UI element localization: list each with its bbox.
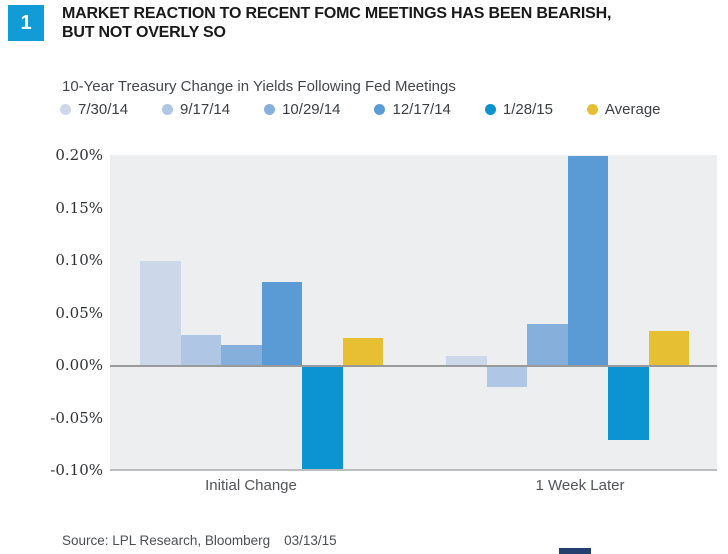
y-tick-label: 0.20% — [55, 146, 103, 164]
legend-label: 10/29/14 — [282, 101, 341, 118]
y-tick-label: 0.10% — [55, 251, 103, 269]
chart-subtitle: 10-Year Treasury Change in Yields Follow… — [62, 78, 456, 95]
legend-item-1-28-15: 1/28/15 — [484, 101, 553, 118]
source-line: Source: LPL Research, Bloomberg 03/13/15 — [62, 533, 337, 548]
legend-item-7-30-14: 7/30/14 — [60, 101, 128, 118]
figure-title-line1: MARKET REACTION TO RECENT FOMC MEETINGS … — [62, 5, 612, 22]
bar-Average-initial-change — [342, 337, 383, 366]
figure-title: MARKET REACTION TO RECENT FOMC MEETINGS … — [62, 4, 611, 42]
y-tick-label: 0.00% — [55, 356, 103, 374]
legend-label: 1/28/15 — [502, 101, 553, 118]
bar-10-29-14-initial-change — [221, 345, 262, 366]
bar-7-30-14-initial-change — [140, 261, 181, 366]
bottom-gridline — [110, 469, 717, 471]
bar-12-17-14-initial-change — [261, 282, 302, 366]
y-tick-label: -0.05% — [50, 408, 103, 427]
source-text: Source: LPL Research, Bloomberg — [62, 533, 271, 548]
bar-1-28-15-1-week-later — [608, 366, 649, 440]
legend-item-10-29-14: 10/29/14 — [264, 101, 340, 118]
source-date: 03/13/15 — [284, 533, 337, 548]
legend-label: 7/30/14 — [78, 101, 129, 118]
figure-title-line2: BUT NOT OVERLY SO — [62, 24, 226, 41]
plot-area — [110, 155, 717, 471]
bar-Average-1-week-later — [648, 331, 689, 366]
bar-12-17-14-1-week-later — [567, 156, 608, 366]
legend-dot-icon — [162, 104, 174, 115]
legend-label: 12/17/14 — [392, 101, 451, 118]
chart-legend: 7/30/14 9/17/14 10/29/14 12/17/14 1/28/15 Ave… — [60, 101, 661, 118]
legend-dot-icon — [60, 104, 71, 115]
legend-dot-icon — [264, 104, 276, 115]
legend-item-9-17-14: 9/17/14 — [162, 101, 230, 118]
legend-item-Average: Average — [586, 101, 661, 118]
bar-10-29-14-1-week-later — [527, 324, 568, 366]
zero-gridline — [110, 365, 717, 367]
legend-item-12-17-14: 12/17/14 — [374, 101, 451, 118]
y-tick-label: 0.15% — [55, 198, 103, 217]
x-category-label: Initial Change — [205, 477, 297, 494]
y-tick-label: 0.05% — [55, 303, 103, 322]
legend-label: Average — [604, 101, 661, 118]
bar-9-17-14-initial-change — [180, 334, 221, 366]
legend-label: 9/17/14 — [180, 101, 231, 118]
bar-9-17-14-1-week-later — [486, 366, 527, 387]
y-tick-label: -0.10% — [50, 461, 103, 479]
logo-fragment — [559, 548, 591, 554]
bar-1-28-15-initial-change — [302, 366, 343, 471]
legend-dot-icon — [374, 104, 386, 115]
legend-dot-icon — [484, 104, 496, 115]
legend-dot-icon — [586, 104, 598, 115]
figure-number-badge: 1 — [8, 5, 44, 41]
bar-7-30-14-1-week-later — [446, 355, 487, 366]
x-category-label: 1 Week Later — [535, 477, 625, 494]
